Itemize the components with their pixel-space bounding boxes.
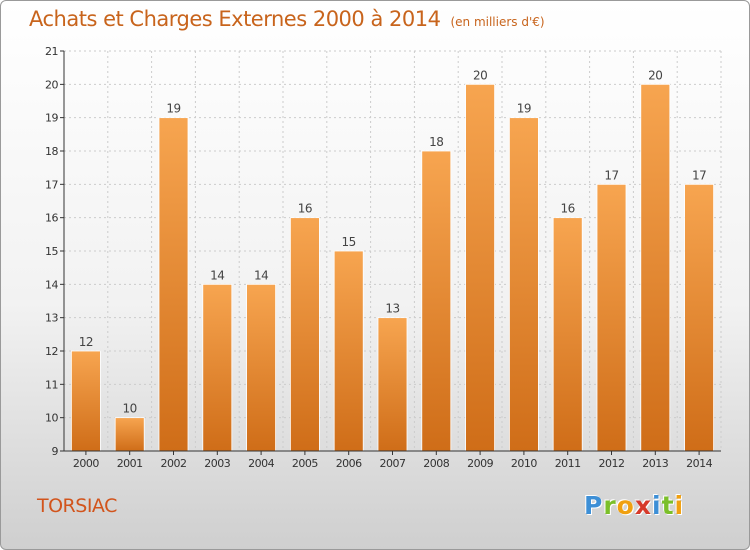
bar [465,83,496,452]
x-tick-label: 2005 [292,457,318,470]
logo-letter: t [661,491,675,520]
y-tick-label: 9 [52,445,59,458]
x-tick-label: 2009 [467,457,493,470]
labels: 9 10 11 12 13 14 15 16 17 18 19 20 21 12 2000 10 2001 19 2… [45,45,713,470]
bar [508,117,539,452]
y-tick-label: 18 [45,145,58,158]
bar [71,350,101,452]
bar [596,183,627,452]
data-label: 14 [210,268,224,282]
chart-title: Achats et Charges Externes 2000 à 2014 (e… [29,7,545,31]
data-label: 17 [604,168,618,182]
x-tick-label: 2013 [642,457,668,470]
x-tick-label: 2002 [161,457,187,470]
y-tick-label: 17 [45,178,58,191]
x-tick-label: 2003 [204,457,230,470]
logo-letter: x [634,491,652,520]
logo-letter: i [674,491,685,520]
data-label: 19 [517,102,531,116]
bar [421,150,452,452]
bar [333,250,364,452]
logo-letter: i [652,491,662,520]
data-label: 17 [692,168,706,182]
y-tick-label: 14 [45,278,58,291]
bar [377,317,408,452]
bar [640,83,671,452]
data-label: 18 [429,135,443,149]
x-tick-label: 2001 [117,457,143,470]
data-label: 13 [385,302,399,316]
logo-letter: o [616,491,635,520]
y-tick-label: 15 [45,245,58,258]
chart-title-text: Achats et Charges Externes 2000 à 2014 [29,7,441,31]
data-label: 12 [79,335,93,349]
logo-letter: P [584,491,604,520]
x-tick-label: 2011 [555,457,581,470]
x-tick-label: 2010 [511,457,537,470]
data-label: 14 [254,268,268,282]
bar [289,217,320,452]
chart-subtitle: (en milliers d'€) [450,15,545,29]
y-tick-label: 12 [45,345,58,358]
data-label: 19 [166,102,180,116]
logo-letter: r [603,491,617,520]
bar [684,183,714,452]
x-tick-label: 2000 [73,457,99,470]
x-tick-label: 2008 [423,457,449,470]
bar [114,417,145,452]
y-tick-label: 11 [45,378,58,391]
y-tick-label: 19 [45,112,58,125]
x-tick-label: 2004 [248,457,274,470]
data-label: 16 [298,202,312,216]
bar [158,117,189,452]
y-tick-label: 21 [45,45,58,58]
bar [552,217,583,452]
data-label: 16 [561,202,575,216]
axes [60,50,721,455]
y-tick-label: 20 [45,78,58,91]
x-tick-label: 2007 [380,457,406,470]
bars [71,83,714,452]
data-label: 10 [123,402,137,416]
y-tick-label: 13 [45,312,58,325]
x-tick-label: 2014 [686,457,712,470]
bar [246,283,277,452]
proxiti-logo[interactable]: Proxiti [584,491,684,520]
x-tick-label: 2012 [599,457,625,470]
data-label: 15 [342,235,356,249]
y-tick-label: 10 [45,412,58,425]
data-label: 20 [648,68,662,82]
y-tick-label: 16 [45,212,58,225]
bar [202,283,233,452]
data-label: 20 [473,68,487,82]
x-tick-label: 2006 [336,457,362,470]
town-name: TORSIAC [37,495,117,517]
